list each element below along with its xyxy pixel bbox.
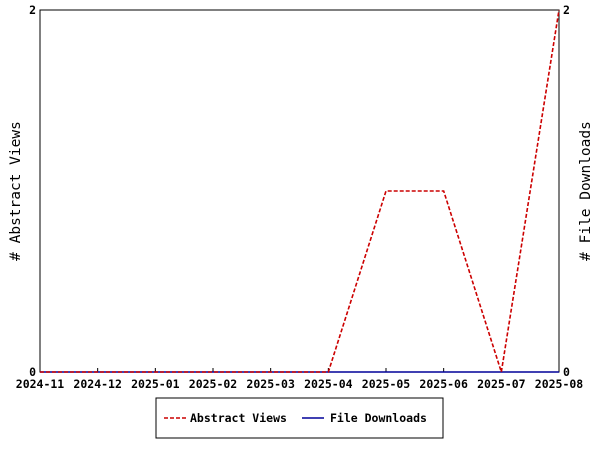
y-axes: 0 2 0 2	[29, 3, 570, 379]
x-tick-label: 2025-04	[304, 377, 353, 391]
y-tick-label-right: 0	[563, 365, 570, 379]
legend-label-file-downloads: File Downloads	[330, 411, 427, 425]
y-tick-label-left: 0	[29, 365, 36, 379]
series-line-abstract-views	[40, 9, 560, 373]
x-tick-label: 2025-02	[189, 377, 237, 391]
legend: Abstract Views File Downloads	[155, 397, 444, 439]
x-axis: 2024-11 2024-12 2025-01 2025-02 2025-03 2025-…	[16, 368, 584, 391]
legend-label-abstract-views: Abstract Views	[190, 411, 287, 425]
plot-area	[39, 9, 560, 373]
x-tick-label: 2025-05	[362, 377, 411, 391]
x-tick-label: 2025-08	[535, 377, 584, 391]
y-axis-left-label: # Abstract Views	[8, 121, 24, 261]
y-tick-label-right: 2	[563, 3, 570, 17]
y-axis-right-label: # File Downloads	[578, 121, 594, 261]
x-tick-label: 2025-01	[131, 377, 180, 391]
legend-box	[155, 397, 444, 439]
x-tick-label: 2024-11	[16, 377, 65, 391]
x-tick-label: 2025-03	[246, 377, 295, 391]
x-tick-label: 2024-12	[73, 377, 121, 391]
x-tick-label: 2025-07	[477, 377, 526, 391]
y-tick-label-left: 2	[29, 3, 36, 17]
x-tick-label: 2025-06	[419, 377, 468, 391]
series-lines	[40, 9, 560, 373]
